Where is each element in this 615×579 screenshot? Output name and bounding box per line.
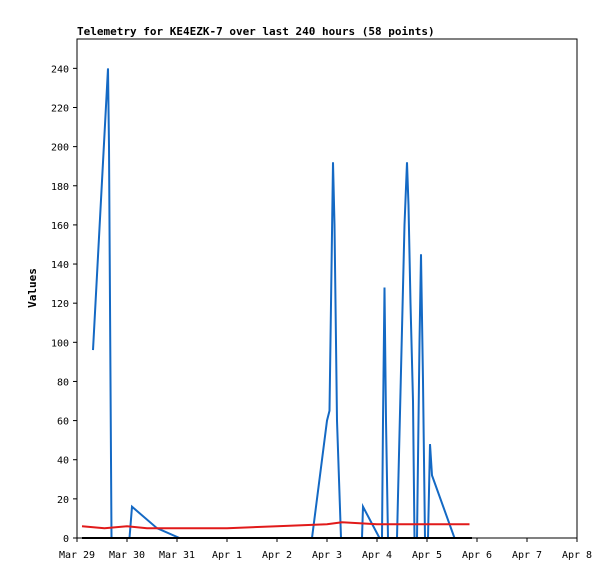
y-tick-label: 0 [63, 534, 69, 545]
y-tick-label: 180 [51, 182, 69, 193]
y-tick-label: 120 [51, 299, 69, 310]
x-tick-label: Apr 7 [512, 550, 542, 561]
series-layer [81, 68, 472, 539]
series-line-2 [81, 521, 470, 530]
x-tick-label: Mar 31 [159, 550, 195, 561]
y-tick-label: 100 [51, 338, 69, 349]
x-tick-label: Apr 6 [462, 550, 492, 561]
y-tick-label: 140 [51, 260, 69, 271]
y-tick-label: 220 [51, 103, 69, 114]
series-line-1 [92, 68, 457, 539]
x-tick-label: Apr 1 [212, 550, 242, 561]
x-tick-label: Mar 30 [109, 550, 145, 561]
y-tick-label: 40 [57, 456, 69, 467]
chart-title: Telemetry for KE4EZK-7 over last 240 hou… [77, 25, 435, 38]
plot-area [76, 38, 578, 539]
x-tick-label: Apr 3 [312, 550, 342, 561]
x-axis: Mar 29 Mar 30 Mar 31 Apr 1 Apr 2 Apr 3 Apr 4 Ap… [59, 538, 592, 561]
y-tick-label: 200 [51, 143, 69, 154]
y-tick-label: 160 [51, 221, 69, 232]
y-tick-label: 80 [57, 377, 69, 388]
x-tick-label: Mar 29 [59, 550, 95, 561]
y-tick-label: 240 [51, 64, 69, 75]
y-tick-label: 60 [57, 417, 69, 428]
x-tick-label: Apr 5 [412, 550, 442, 561]
x-tick-label: Apr 4 [362, 550, 392, 561]
x-tick-label: Apr 8 [562, 550, 592, 561]
y-axis: 0 20 40 60 80 100 120 140 160 180 200 220 240 [51, 64, 77, 545]
x-tick-label: Apr 2 [262, 550, 292, 561]
y-tick-label: 20 [57, 495, 69, 506]
y-axis-label: Values [26, 268, 39, 308]
